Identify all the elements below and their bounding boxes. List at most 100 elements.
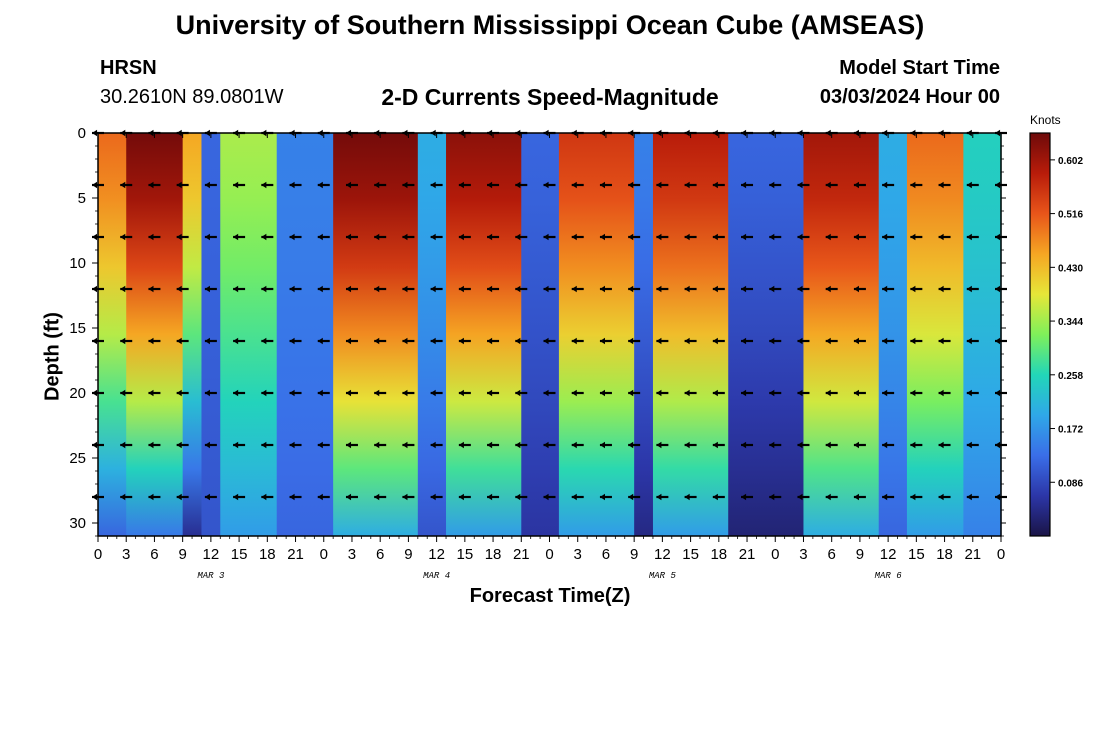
- current-vector-arrow: [402, 285, 415, 293]
- current-vector-arrow: [120, 389, 133, 397]
- current-vector-arrow: [599, 389, 612, 397]
- current-vector-arrow: [402, 389, 415, 397]
- colorbar-unit-label: Knots: [1030, 113, 1061, 127]
- current-vector-arrow: [430, 285, 443, 293]
- current-vector-arrow: [515, 233, 528, 241]
- heatmap-cell: [417, 133, 447, 536]
- x-tick-label: 6: [828, 546, 836, 563]
- date-labels: MAR 3 MAR 4 MAR 5 MAR 6: [197, 571, 902, 581]
- current-vector-arrow: [825, 233, 838, 241]
- x-tick-label: 3: [574, 546, 582, 563]
- current-vector-arrow: [233, 337, 246, 345]
- heatmap-cell: [182, 133, 203, 536]
- current-vector-arrow: [628, 337, 641, 345]
- current-vector-arrow: [148, 285, 161, 293]
- y-tick-label: 15: [69, 320, 86, 337]
- current-vector-arrow: [487, 285, 500, 293]
- heatmap-cell: [878, 133, 908, 536]
- current-vector-arrow: [684, 233, 697, 241]
- x-tick-label: 0: [545, 546, 553, 563]
- current-vector-arrow: [543, 337, 556, 345]
- heatmap-cell: [276, 133, 334, 536]
- current-vector-arrow: [966, 441, 979, 449]
- current-vector-arrow: [712, 493, 725, 501]
- current-vector-arrow: [853, 493, 866, 501]
- current-vector-arrow: [571, 233, 584, 241]
- current-vector-arrow: [684, 493, 697, 501]
- current-vector-arrow: [910, 285, 923, 293]
- current-vector-arrow: [317, 493, 330, 501]
- current-vector-arrow: [543, 285, 556, 293]
- x-axis-label: Forecast Time(Z): [469, 585, 631, 607]
- current-vector-arrow: [148, 441, 161, 449]
- x-tick-label: 0: [771, 546, 779, 563]
- y-axis: 0 5 10 15 20 25 30: [69, 125, 1006, 537]
- current-vector-arrow: [430, 181, 443, 189]
- current-vector-arrow: [797, 389, 810, 397]
- current-vector-arrow: [599, 233, 612, 241]
- current-vector-arrow: [374, 441, 387, 449]
- y-tick-label: 0: [78, 125, 86, 142]
- x-tick-label: 15: [231, 546, 248, 563]
- current-vector-arrow: [402, 337, 415, 345]
- current-vector-arrow: [571, 389, 584, 397]
- current-vector-arrow: [487, 441, 500, 449]
- current-vector-arrow: [120, 493, 133, 501]
- colorbar-tick-label: 0.344: [1058, 317, 1083, 328]
- current-vector-arrow: [571, 285, 584, 293]
- current-vector-arrow: [656, 389, 669, 397]
- x-tick-label: 6: [602, 546, 610, 563]
- current-vector-arrow: [882, 493, 895, 501]
- colorbar-tick-label: 0.172: [1058, 425, 1083, 436]
- station-coordinates: 30.2610N 89.0801W: [100, 86, 284, 108]
- current-vector-arrow: [176, 233, 189, 241]
- heatmap-cell: [634, 133, 654, 536]
- y-tick-label: 30: [69, 515, 86, 532]
- current-vector-arrow: [289, 441, 302, 449]
- current-vector-arrow: [712, 181, 725, 189]
- current-vector-arrow: [966, 389, 979, 397]
- current-vector-arrow: [910, 337, 923, 345]
- current-vector-arrow: [825, 181, 838, 189]
- current-vector-arrow: [797, 181, 810, 189]
- current-vector-arrow: [882, 441, 895, 449]
- current-vector-arrow: [741, 233, 754, 241]
- x-tick-label: 12: [428, 546, 445, 563]
- current-vector-arrow: [966, 181, 979, 189]
- current-vector-arrow: [684, 389, 697, 397]
- current-vector-arrow: [402, 441, 415, 449]
- current-vector-arrow: [458, 233, 471, 241]
- chart-subtitle: 2-D Currents Speed-Magnitude: [381, 84, 719, 110]
- current-vector-arrow: [599, 285, 612, 293]
- current-vector-arrow: [148, 493, 161, 501]
- current-vector-arrow: [656, 441, 669, 449]
- x-tick-label: 12: [203, 546, 220, 563]
- current-vector-arrow: [543, 493, 556, 501]
- current-vector-arrow: [458, 337, 471, 345]
- current-vector-arrow: [148, 233, 161, 241]
- current-vector-arrow: [684, 337, 697, 345]
- current-vector-arrow: [882, 337, 895, 345]
- current-vector-arrow: [741, 181, 754, 189]
- current-vector-arrow: [543, 181, 556, 189]
- current-vector-arrow: [176, 285, 189, 293]
- current-vector-arrow: [825, 337, 838, 345]
- current-vector-arrow: [515, 285, 528, 293]
- current-vector-arrow: [769, 233, 782, 241]
- current-vector-arrow: [741, 285, 754, 293]
- current-vector-arrow: [684, 441, 697, 449]
- current-vector-arrow: [204, 233, 217, 241]
- heatmap-cell: [521, 133, 560, 536]
- current-vector-arrow: [571, 181, 584, 189]
- y-tick-label: 10: [69, 255, 86, 272]
- current-vector-arrow: [656, 285, 669, 293]
- date-label: MAR 4: [423, 571, 450, 581]
- colorbar-tick-label: 0.258: [1058, 371, 1083, 382]
- x-tick-label: 18: [259, 546, 276, 563]
- x-tick-label: 12: [880, 546, 897, 563]
- current-vector-arrow: [233, 493, 246, 501]
- current-vector-arrow: [374, 337, 387, 345]
- current-vector-arrow: [712, 233, 725, 241]
- current-vector-arrow: [317, 181, 330, 189]
- current-vector-arrow: [261, 285, 274, 293]
